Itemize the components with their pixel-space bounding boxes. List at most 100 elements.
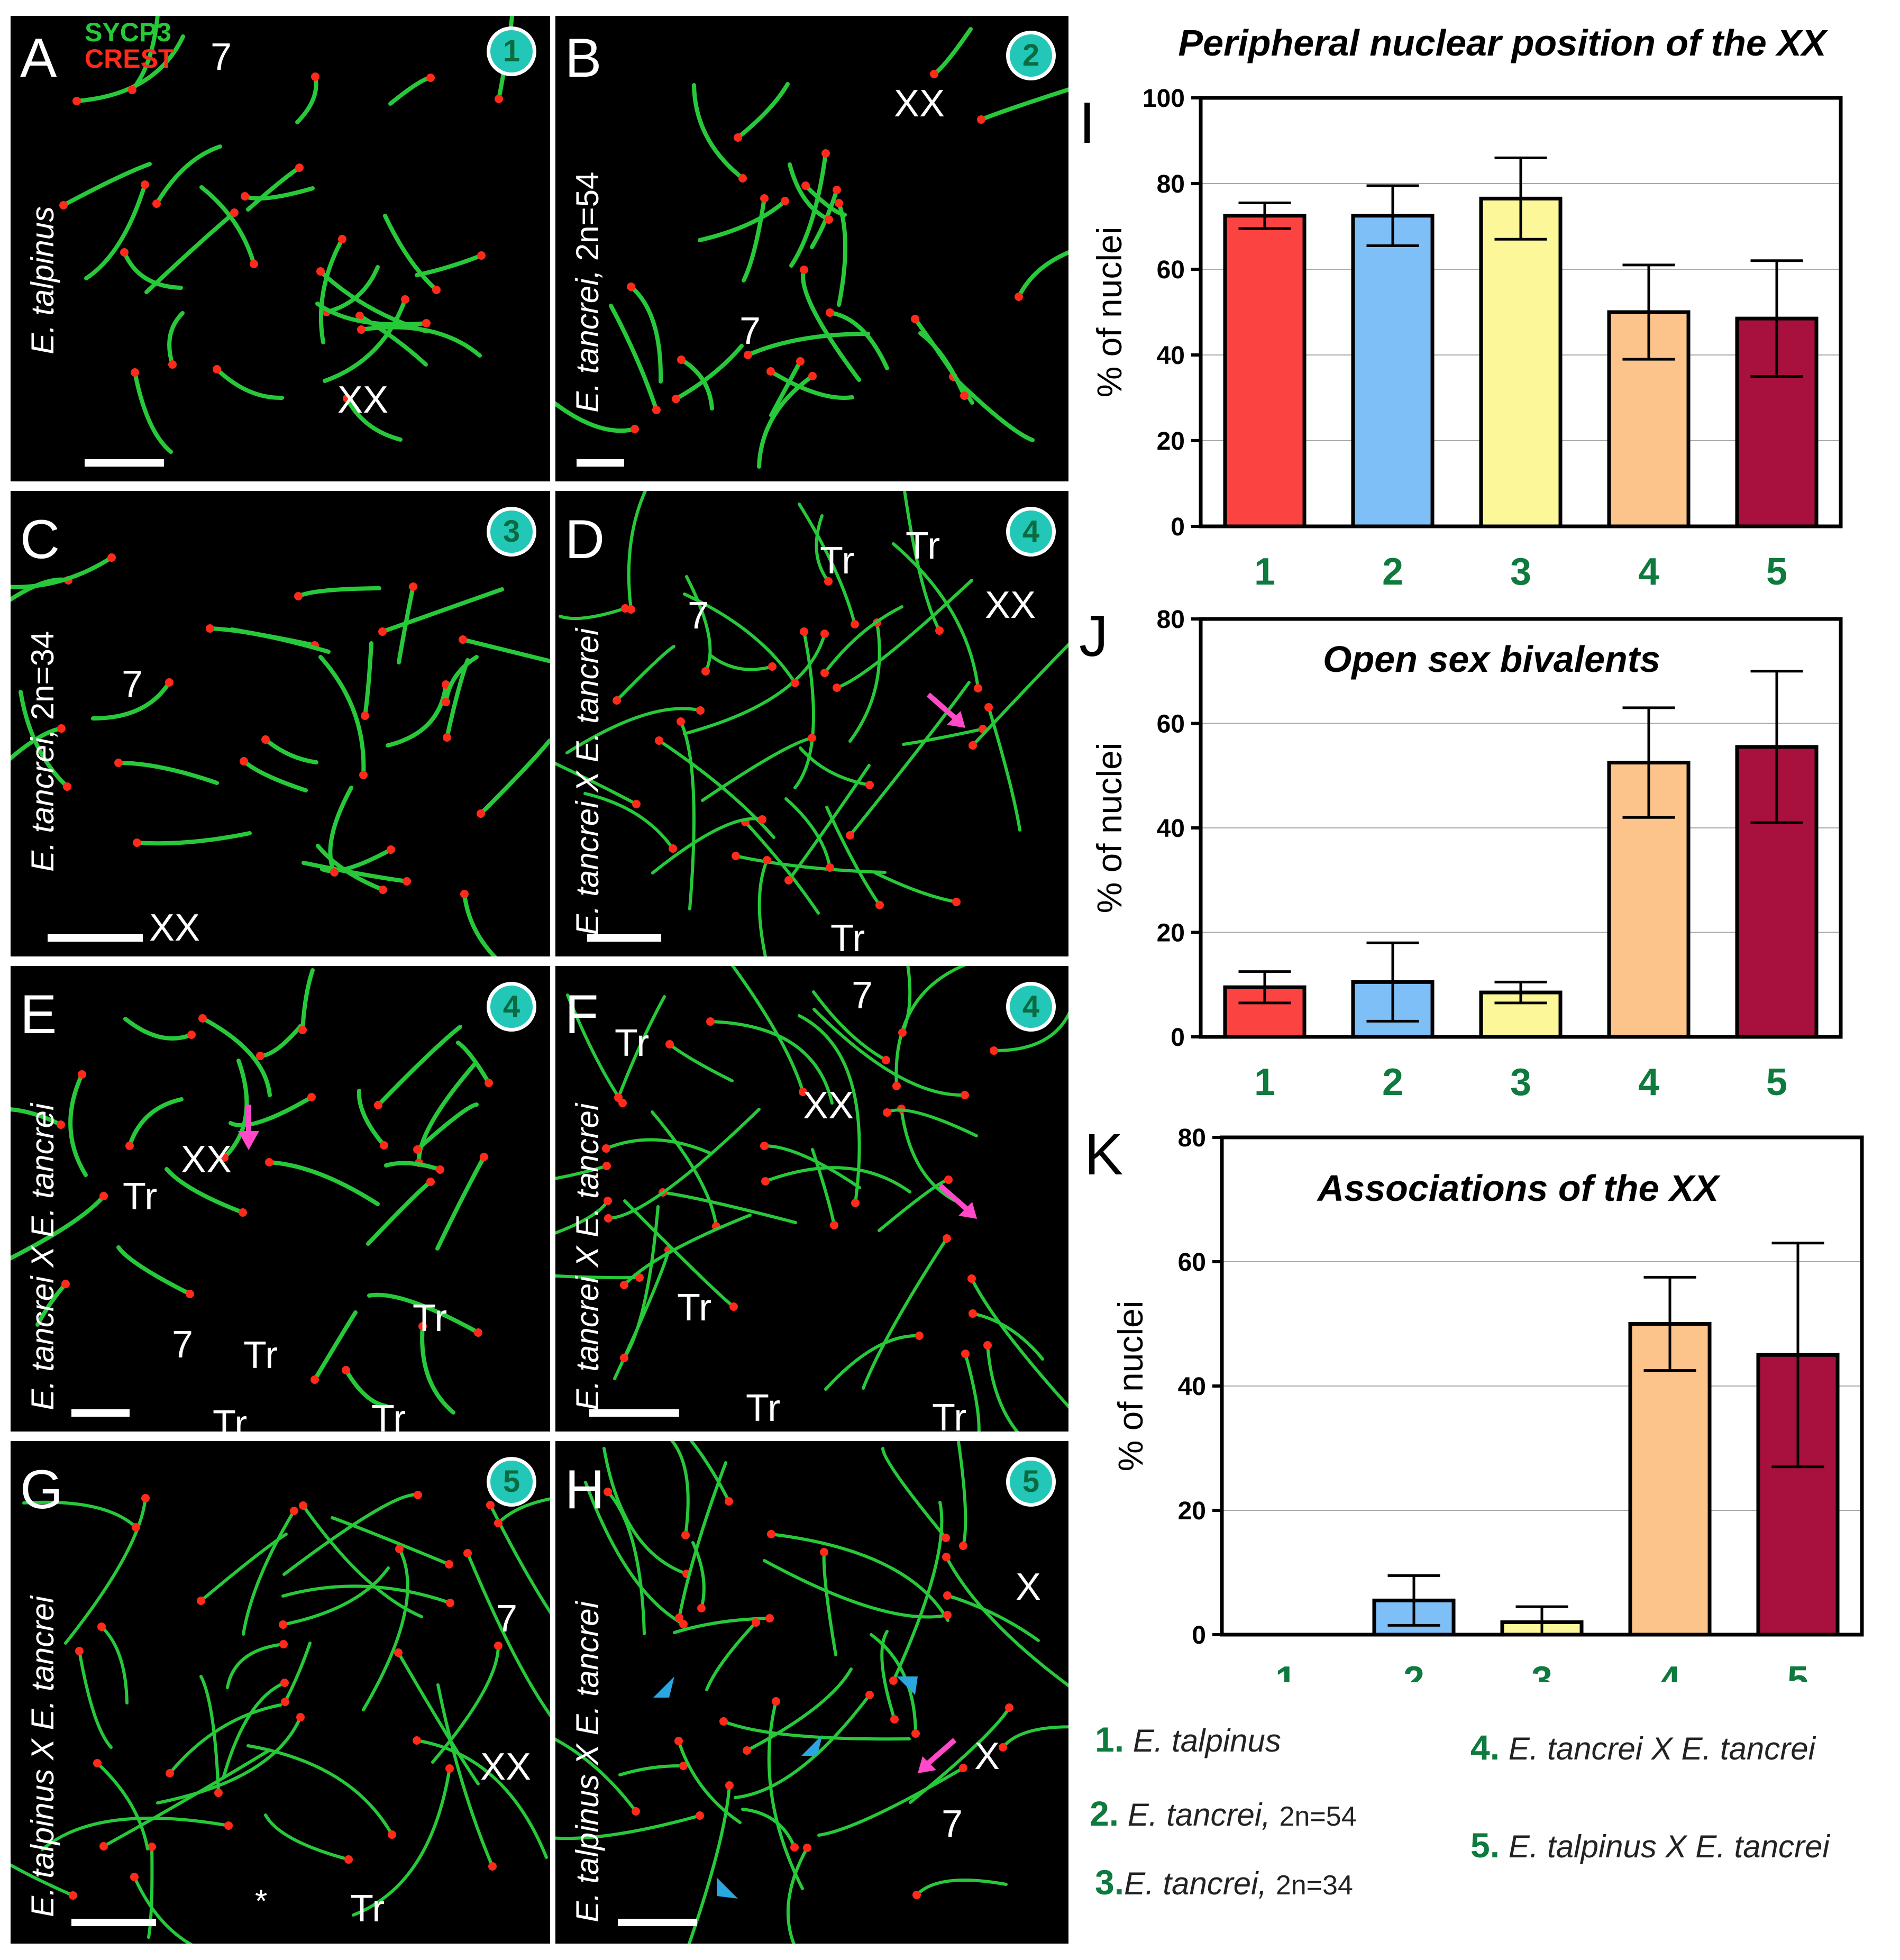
legend-item-1: 1. E. talpinus <box>1095 1719 1281 1760</box>
label-tr: Tr <box>906 525 940 567</box>
chromosome-axis <box>734 854 887 874</box>
chromosome-axis <box>609 304 659 412</box>
chromosome-axis <box>367 1292 480 1335</box>
centromere-signal <box>768 662 777 671</box>
chromosome-axis <box>769 369 854 400</box>
centromere-signal <box>604 1197 612 1205</box>
centromere-signal <box>311 72 319 81</box>
centromere-signal <box>445 1560 453 1569</box>
chromosome-axis <box>489 1503 550 1615</box>
group-badge: 3 <box>487 507 536 557</box>
chromosome-axis <box>801 268 861 382</box>
chromosome-axis <box>397 1651 480 1785</box>
label-tr: Tr <box>932 1397 967 1432</box>
label-7: 7 <box>739 310 761 352</box>
centromere-signal <box>983 1341 992 1350</box>
x-tick-label: 2 <box>1403 1659 1424 1682</box>
centromere-signal <box>477 251 486 260</box>
centromere-signal <box>426 74 435 82</box>
centromere-signal <box>772 1697 780 1706</box>
centromere-signal <box>674 1737 683 1745</box>
chromosome-axis <box>300 968 315 1032</box>
chromosome-axis <box>167 311 185 367</box>
centromere-signal <box>706 1017 715 1026</box>
centromere-signal <box>959 1764 967 1772</box>
centromere-signal <box>999 1743 1007 1752</box>
y-tick-label: 60 <box>1178 1248 1206 1277</box>
centromere-signal <box>665 1040 674 1049</box>
chromosome-axis <box>133 1875 193 1944</box>
chromosome-axis <box>61 162 152 207</box>
centromere-signal <box>403 877 411 886</box>
centromere-signal <box>379 886 387 894</box>
chromosome-axis <box>902 727 984 746</box>
legend-species: E. tancrei X E. tancrei <box>1508 1731 1815 1766</box>
chromosome-axis <box>798 503 856 626</box>
plot-frame <box>1199 617 1843 1039</box>
chromosome-axis <box>127 1097 184 1148</box>
centromere-signal <box>422 319 431 327</box>
chromosome-axis <box>734 1693 871 1799</box>
error-bar <box>1622 706 1675 819</box>
centromere-signal <box>298 1026 307 1034</box>
error-bar <box>1771 1242 1824 1469</box>
centromere-signal <box>280 1679 289 1687</box>
centromere-signal <box>990 1046 998 1055</box>
centromere-signal <box>952 898 961 906</box>
chromosome-axis <box>296 586 381 598</box>
y-tick-label: 80 <box>1157 170 1185 198</box>
chromosome-axis <box>295 75 318 124</box>
centromere-signal <box>299 1501 307 1510</box>
centromere-signal <box>760 1142 769 1150</box>
chromosome-spread <box>555 966 1068 1432</box>
chromosome-axis <box>651 1110 718 1228</box>
chromosome-axis <box>263 737 318 764</box>
centromere-signal <box>761 1177 770 1186</box>
chromosome-axis <box>267 1160 380 1206</box>
centromere-signal <box>977 115 985 124</box>
centromere-signal <box>763 856 771 864</box>
label-xx: XX <box>181 1138 232 1181</box>
x-tick-label: 4 <box>1638 551 1659 593</box>
chromosome-axis <box>964 1352 981 1432</box>
centromere-signal <box>865 1691 874 1699</box>
chromosome-axis <box>200 1016 272 1097</box>
chromosome-axis <box>100 1625 129 1704</box>
chromosome-axis <box>168 1703 282 1775</box>
pink-arrow-icon <box>918 1738 957 1773</box>
group-badge: 4 <box>1006 982 1056 1032</box>
chromosome-axis <box>668 1043 734 1082</box>
chromosome-axis <box>848 621 881 743</box>
chromosome-axis <box>559 607 627 621</box>
centromere-signal <box>459 635 467 644</box>
centromere-signal <box>355 312 364 320</box>
chromosome-axis <box>909 1706 1011 1804</box>
x-tick-label: 2 <box>1382 1061 1403 1104</box>
chromosome-axis <box>757 374 815 469</box>
chromosome-axis <box>165 1167 245 1215</box>
chromosome-axis <box>979 87 1068 122</box>
centromere-signal <box>635 1273 644 1282</box>
centromere-signal <box>197 1597 205 1605</box>
chromosome-axis <box>685 575 712 673</box>
group-badge: 2 <box>1006 31 1056 80</box>
centromere-signal <box>961 1350 970 1358</box>
chromosome-axis <box>970 1277 1068 1409</box>
chromosome-axis <box>627 491 647 611</box>
centromere-signal <box>387 845 395 854</box>
chromosome-axis <box>584 1481 685 1626</box>
centromere-signal <box>974 684 982 692</box>
chromosome-axis <box>812 990 888 1062</box>
chromosome-axis <box>123 1017 194 1041</box>
centromere-signal <box>99 1842 108 1850</box>
species-label: E. tancrei X E. tancrei <box>569 1104 606 1410</box>
chromosome-axis <box>11 555 114 589</box>
pink-arrow-icon <box>238 1105 259 1150</box>
centromere-signal <box>631 425 639 433</box>
chromosome-axis <box>555 761 638 806</box>
chromosome-axis <box>323 297 407 383</box>
chromosome-axis <box>555 1814 701 1840</box>
centromere-signal <box>256 1052 264 1060</box>
chart-title: Open sex bivalents <box>1323 639 1660 680</box>
chromosome-axis <box>313 1310 358 1382</box>
